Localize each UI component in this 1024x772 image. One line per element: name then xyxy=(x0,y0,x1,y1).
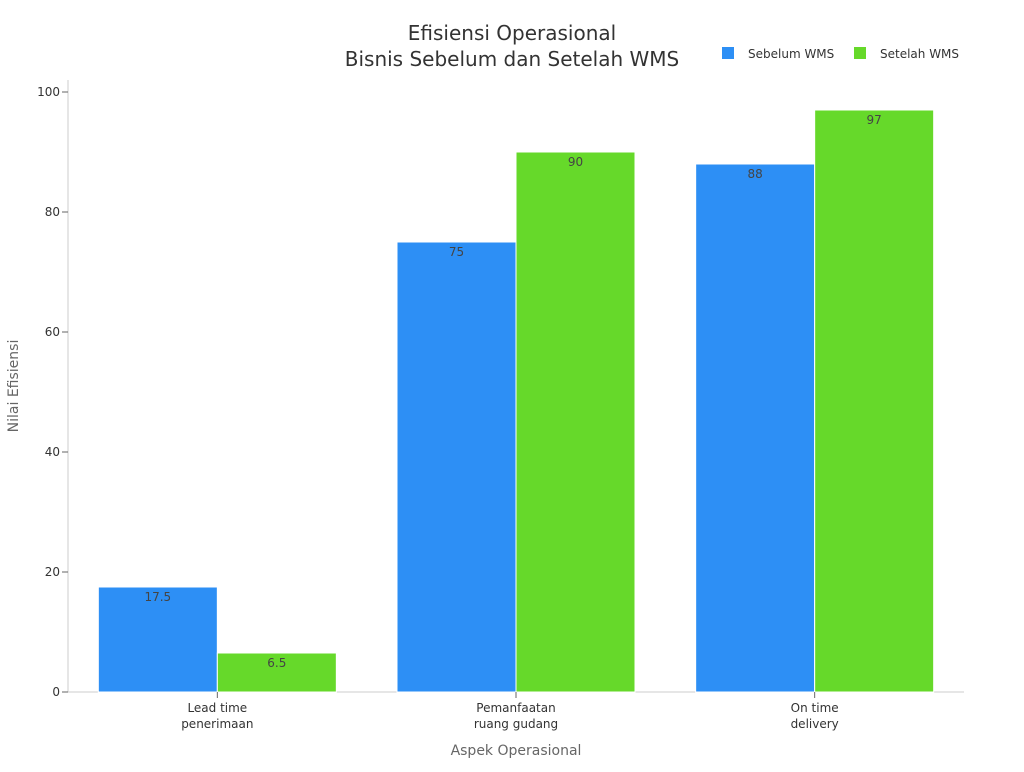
bar-setelah-1 xyxy=(515,151,636,693)
bars-group: 17.5 6.5 75 90 88 97 xyxy=(97,109,935,693)
x-tick-label: Pemanfaatan xyxy=(476,701,555,715)
legend: Sebelum WMS Setelah WMS xyxy=(722,47,959,61)
y-tick-label: 100 xyxy=(37,85,60,99)
legend-swatch-sebelum xyxy=(722,47,734,59)
chart-title-line-2: Bisnis Sebelum dan Setelah WMS xyxy=(345,47,679,71)
x-tick-label: On time xyxy=(791,701,839,715)
y-tick-label: 0 xyxy=(52,685,60,699)
y-axis-title: Nilai Efisiensi xyxy=(6,340,22,433)
x-axis-title: Aspek Operasional xyxy=(451,743,582,759)
data-label: 88 xyxy=(748,167,763,181)
data-label: 6.5 xyxy=(267,656,286,670)
bar-sebelum-2 xyxy=(695,163,816,693)
data-label: 97 xyxy=(867,113,882,127)
y-tick-label: 20 xyxy=(45,565,60,579)
y-axis-ticks: 0 20 40 60 80 100 xyxy=(37,85,68,699)
data-label: 17.5 xyxy=(144,590,171,604)
x-tick-label: delivery xyxy=(791,717,839,731)
x-axis-ticks: Lead time penerimaan Pemanfaatan ruang guda… xyxy=(181,692,839,731)
bar-sebelum-0 xyxy=(97,586,218,693)
y-tick-label: 60 xyxy=(45,325,60,339)
legend-label-sebelum: Sebelum WMS xyxy=(748,47,834,61)
x-tick-label: Lead time xyxy=(187,701,247,715)
bar-setelah-2 xyxy=(814,109,935,693)
x-tick-label: penerimaan xyxy=(181,717,253,731)
data-label: 75 xyxy=(449,245,464,259)
chart-title-line-1: Efisiensi Operasional xyxy=(408,21,616,45)
bar-setelah-0 xyxy=(216,652,337,693)
y-tick-label: 40 xyxy=(45,445,60,459)
x-tick-label: ruang gudang xyxy=(474,717,558,731)
legend-label-setelah: Setelah WMS xyxy=(880,47,959,61)
y-tick-label: 80 xyxy=(45,205,60,219)
legend-swatch-setelah xyxy=(854,47,866,59)
bar-sebelum-1 xyxy=(396,241,517,693)
data-label: 90 xyxy=(568,155,583,169)
